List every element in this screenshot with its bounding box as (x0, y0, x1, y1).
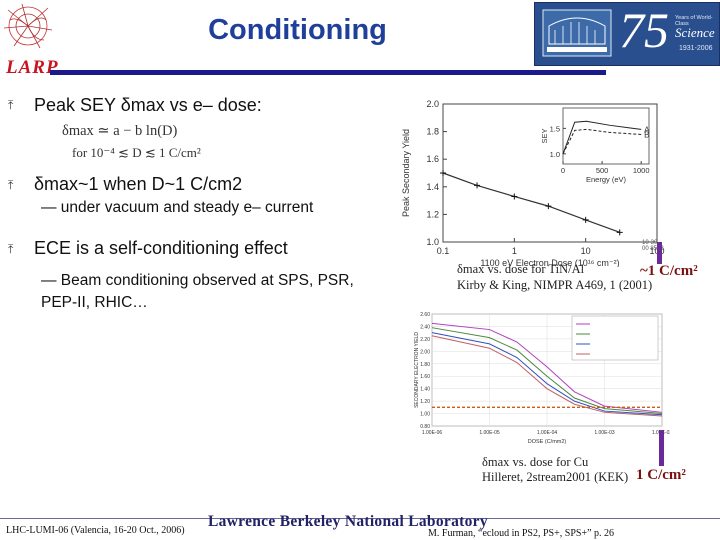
y-tick-label: 1.80 (420, 362, 430, 368)
fig1-arrow (657, 242, 662, 264)
y-tick-label: 1.8 (426, 127, 439, 137)
larp-logo: LARP (6, 57, 59, 78)
x-axis-label: DOSE (C/mm2) (528, 439, 567, 445)
inset-x-tick-label: 1000 (633, 166, 650, 175)
inset-series-label: A (644, 125, 650, 134)
logo-area (0, 0, 60, 62)
inset-y-tick-label: 1.0 (550, 150, 560, 159)
fig2-caption-line-2: Hilleret, 2stream2001 (KEK) (482, 470, 629, 484)
bullet-3: ECE is a self-conditioning effect (34, 238, 288, 258)
data-point (616, 229, 623, 236)
y-tick-label: 2.0 (426, 99, 439, 109)
data-point (474, 182, 481, 189)
legend-box (571, 315, 659, 361)
bullet-3-sub: — Beam conditioning observed at SPS, PSR… (41, 272, 354, 311)
y-tick-label: 1.40 (420, 387, 430, 393)
series-line (431, 335, 663, 417)
data-point (511, 193, 518, 200)
y-tick-label: 1.20 (420, 399, 430, 405)
x-tick-label: 1.00E-06 (422, 430, 443, 436)
fig1-corner-note: 10-30-00 8563 (642, 240, 664, 252)
inset-y-tick-label: 1.5 (550, 124, 560, 133)
fig1-caption-line-1: δmax vs. dose for TiN/Al (457, 262, 585, 276)
y-tick-label: 0.80 (420, 424, 430, 430)
bullet-icon: ⤒ (8, 178, 14, 192)
inset-series-label: B (644, 130, 649, 139)
inset-y-axis-label: SEY (540, 128, 549, 143)
page-title: Conditioning (208, 14, 387, 46)
inset-x-tick-label: 500 (596, 166, 609, 175)
x-tick-label: 1 (512, 246, 517, 256)
inset-x-tick-label: 0 (561, 166, 565, 175)
x-tick-label: 10 (581, 246, 591, 256)
bullet-2: δmax~1 when D~1 C/cm2 (34, 174, 243, 194)
y-axis-label: SECONDARY ELECTRON YIELD (414, 332, 420, 408)
x-tick-label: 1.00E-03 (594, 430, 615, 436)
bullet-1: Peak SEY δmax vs e– dose: (34, 95, 262, 115)
data-point (545, 203, 552, 210)
data-point (582, 216, 589, 223)
y-tick-label: 1.4 (426, 182, 439, 192)
title-rule (50, 70, 606, 75)
data-point (440, 170, 446, 176)
y-tick-label: 2.20 (420, 337, 430, 343)
fig2-caption-line-1: δmax vs. dose for Cu (482, 455, 589, 469)
badge-line-3: 1931-2006 (679, 45, 713, 52)
fig1-annotation: ~1 C/cm² (640, 263, 698, 279)
y-tick-label: 1.2 (426, 209, 439, 219)
inset-x-axis-label: Energy (eV) (586, 175, 627, 184)
x-tick-label: 1.00E-05 (479, 430, 500, 436)
y-tick-label: 2.60 (420, 312, 430, 318)
cu-dose-chart: 0.80 1.00 1.20 1.40 1.60 1.80 2.00 2.20 2.40 2.60… (414, 312, 670, 445)
bullet-icon: ⤒ (8, 242, 14, 256)
bullet-2-sub: — under vacuum and steady e– current (41, 199, 314, 216)
inset-frame (562, 107, 650, 165)
y-tick-label: 1.6 (426, 154, 439, 164)
badge-line-1: Years of World-Class (675, 15, 713, 27)
y-tick-label: 1.0 (426, 237, 439, 247)
particle-burst-icon (3, 3, 53, 49)
anniversary-badge: 75 Years of World-Class Science 1931-200… (534, 2, 720, 66)
footer-center: Lawrence Berkeley National Laboratory (208, 513, 488, 530)
badge-line-2: Science (675, 25, 715, 40)
x-tick-label: 1.00E-04 (537, 430, 558, 436)
series-line (431, 327, 663, 415)
sey-dose-chart: 1.01.21.41.61.82.00.11101001100 eV Elect… (401, 99, 665, 267)
x-axis-label: 1100 eV Electron Dose (10¹⁶ cm⁻²) (480, 258, 619, 267)
badge-number: 75 (619, 2, 669, 58)
formula-line-1: δmax ≃ a − b ln(D) (62, 123, 178, 139)
formula-line-2: for 10⁻⁴ ≲ D ≲ 1 C/cm² (72, 145, 201, 160)
footer-right: M. Furman, “ecloud in PS2, PS+, SPS+” p.… (428, 528, 615, 539)
series-line (431, 322, 663, 413)
y-tick-label: 1.60 (420, 374, 430, 380)
series-line (431, 332, 663, 416)
fig1-caption-line-2: Kirby & King, NIMPR A469, 1 (2001) (457, 278, 653, 292)
y-axis-label: Peak Secondary Yield (401, 129, 411, 217)
bullet-icon: ⤒ (8, 98, 14, 112)
y-tick-label: 2.40 (420, 324, 430, 330)
inset-series-line (562, 120, 642, 154)
series-line (442, 172, 620, 233)
x-tick-label: 0.1 (437, 246, 450, 256)
fig2-annotation: 1 C/cm² (636, 467, 686, 483)
building-sketch-icon (542, 9, 612, 57)
y-tick-label: 1.00 (420, 412, 430, 418)
footer-rule (0, 518, 720, 519)
y-tick-label: 2.00 (420, 349, 430, 355)
inset-series-line (562, 128, 642, 155)
fig2-arrow (659, 430, 664, 466)
footer-left: LHC-LUMI-06 (Valencia, 16-20 Oct., 2006) (6, 525, 185, 536)
